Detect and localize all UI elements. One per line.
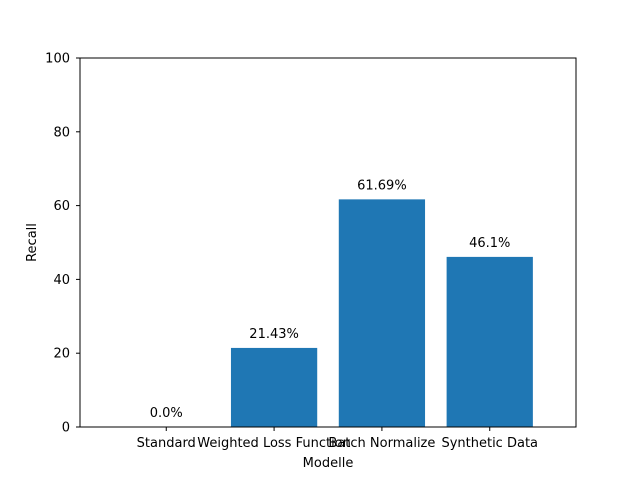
y-tick-label-4: 80: [53, 125, 70, 140]
y-tick-label-5: 100: [45, 52, 70, 67]
y-tick-label-3: 60: [53, 199, 70, 214]
data-label-2: 61.69%: [357, 178, 407, 193]
x-axis-label: Modelle: [303, 456, 354, 471]
x-tick-label-2: Batch Normalize: [328, 436, 435, 451]
bar-2: [338, 199, 426, 427]
bar-1: [230, 347, 318, 427]
data-label-0: 0.0%: [150, 406, 183, 421]
bars-layer: [230, 199, 533, 427]
x-tick-label-1: Weighted Loss Function: [197, 436, 351, 451]
bar-3: [446, 256, 533, 427]
data-label-3: 46.1%: [469, 236, 510, 251]
y-tick-label-2: 40: [53, 273, 70, 288]
y-tick-label-0: 0: [62, 421, 70, 436]
data-labels-layer: 0.0% 21.43% 61.69% 46.1%: [150, 178, 511, 421]
y-axis-label: Recall: [25, 223, 40, 262]
y-tick-label-1: 20: [53, 347, 70, 362]
x-tick-label-3: Synthetic Data: [441, 436, 538, 451]
plot-frame: [79, 57, 577, 428]
y-axis-ticks: 0 20 40 60 80 100: [45, 52, 80, 436]
x-tick-label-0: Standard: [137, 436, 196, 451]
data-label-1: 21.43%: [249, 327, 299, 342]
